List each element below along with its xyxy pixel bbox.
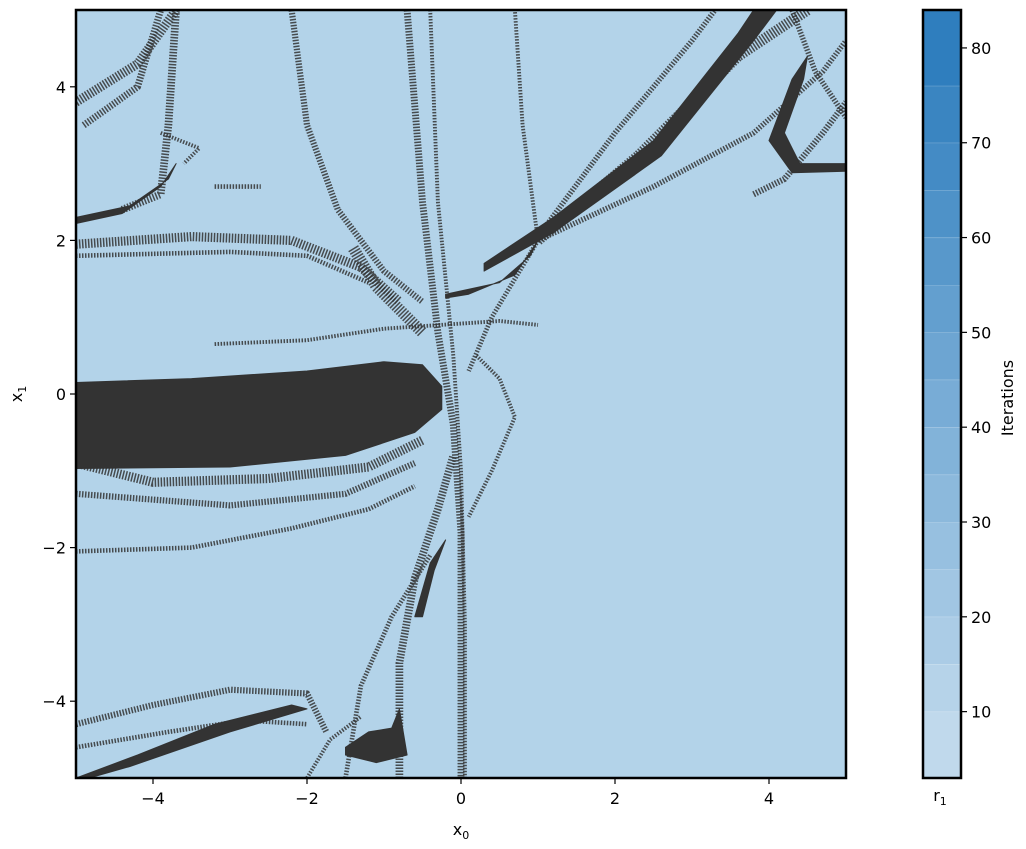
colorbar-band-13 [923,85,961,143]
basin-upper-right-band [483,10,778,272]
filament-16 [76,686,330,734]
colorbar-tick-label-1: 20 [971,608,991,627]
y-tick-label-2: 0 [56,385,66,404]
colorbar-tick-label-4: 50 [971,323,991,342]
x-axis-ticks: −4 −2 0 2 4 [141,778,774,808]
colorbar-band-7 [923,379,961,428]
x-tick-label-2: 0 [456,789,466,808]
colorbar-band-14 [923,10,961,86]
filament-13 [466,354,517,518]
colorbar-label: Iterations [998,360,1017,436]
colorbar-band-10 [923,237,961,285]
y-tick-label-0: −4 [42,692,66,711]
colorbar-frame [921,8,963,780]
y-tick-label-3: 2 [56,231,66,250]
colorbar-band-5 [923,474,961,522]
filament-17 [76,718,308,750]
colorbar-ticks: 10 20 30 40 50 60 70 80 [961,39,991,722]
basin-left-arc [76,163,177,224]
colorbar-tick-label-6: 70 [971,134,991,153]
basin-bottom-band [76,704,308,778]
filament-6 [348,245,427,337]
colorbar-band-11 [923,190,961,238]
basin-large-basin [76,361,443,469]
y-tick-label-4: 4 [56,78,66,97]
basin-lower-lobe [345,708,408,764]
colorbar-band-3 [923,569,961,617]
filament-15 [343,554,433,778]
x-tick-label-3: 2 [610,789,620,808]
y-tick-label-1: −2 [42,539,66,558]
filament-2 [120,10,180,214]
filament-10 [76,484,416,554]
colorbar-tick-label-5: 60 [971,229,991,248]
filament-24 [752,100,846,198]
basin-center-crescent [445,239,539,299]
filament-0 [76,10,180,107]
colorbar: 10 20 30 40 50 60 70 80 Iterations r1 [921,8,1017,808]
plot-area [74,8,848,780]
x-axis-label: x0 [453,820,469,842]
basin-lower-streak [414,539,447,618]
colorbar-band-9 [923,285,961,333]
x-tick-label-4: 4 [764,789,774,808]
colorbar-tick-label-7: 80 [971,39,991,58]
colorbar-tick-label-0: 10 [971,703,991,722]
colorbar-tick-label-2: 30 [971,513,991,532]
colorbar-band-12 [923,142,961,191]
colorbar-band-2 [923,616,961,665]
x-tick-label-1: −2 [295,789,319,808]
basin-right-hook [768,55,846,174]
filament-20 [535,10,718,239]
filament-12 [428,10,467,778]
filament-21 [536,39,846,243]
filament-18 [305,715,363,778]
y-axis-ticks: −4 −2 0 2 4 [42,78,76,711]
colorbar-bands [923,10,961,778]
colorbar-band-1 [923,664,961,712]
filament-22 [512,10,540,241]
colorbar-band-8 [923,332,961,380]
colorbar-band-6 [923,427,961,475]
colorbar-under-label: r1 [933,786,947,808]
y-axis-label: x1 [7,386,29,402]
filament-8 [76,435,425,487]
filament-1 [81,10,165,129]
colorbar-band-0 [923,711,961,778]
heatmap-layer [76,10,846,778]
x-tick-label-0: −4 [141,789,165,808]
colorbar-band-4 [923,522,961,570]
filament-4 [76,249,370,285]
filament-25 [789,10,846,119]
colorbar-tick-label-3: 40 [971,418,991,437]
